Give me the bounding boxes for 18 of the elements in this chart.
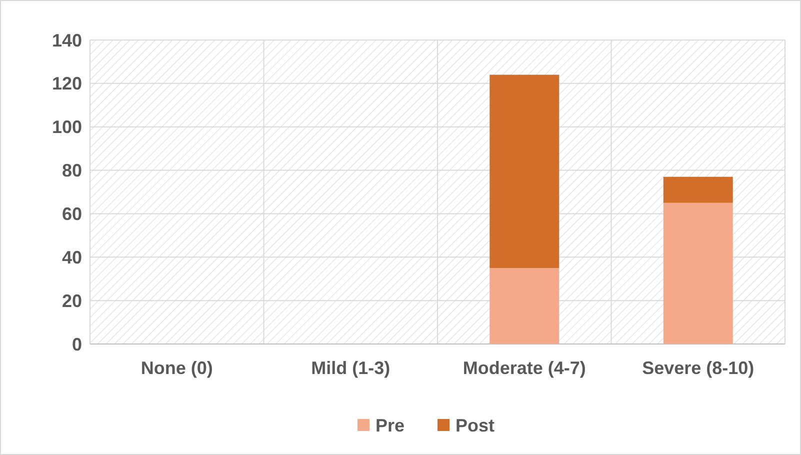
legend-label: Pre	[376, 415, 405, 436]
y-tick-label: 20	[62, 290, 82, 311]
y-tick-label: 40	[62, 247, 82, 268]
legend-label: Post	[456, 415, 495, 436]
bar	[490, 74, 560, 268]
y-tick-label: 0	[72, 334, 82, 354]
x-tick-label: Severe (8-10)	[642, 358, 754, 378]
bar	[663, 202, 733, 344]
bar	[663, 176, 733, 203]
y-tick-label: 120	[52, 74, 82, 94]
x-tick-label: None (0)	[140, 358, 213, 378]
y-tick-label: 100	[52, 117, 82, 138]
bar	[490, 268, 560, 344]
x-tick-label: Mild (1-3)	[311, 358, 390, 378]
x-tick-label: Moderate (4-7)	[462, 358, 586, 378]
y-tick-label: 60	[62, 204, 82, 224]
y-tick-label: 80	[62, 160, 82, 181]
y-tick-label: 140	[52, 30, 82, 50]
